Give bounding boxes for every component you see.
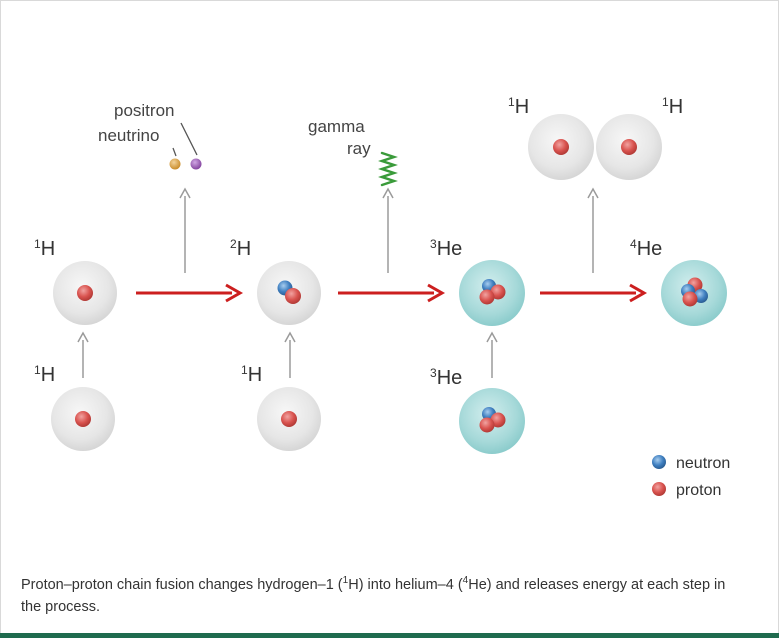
red-arrow-1 (136, 283, 244, 303)
he3-nucleus-top (459, 260, 525, 326)
h1-nucleus-bottom (51, 387, 115, 451)
he3-label-bottom: 3He (430, 366, 462, 389)
he3-label-top: 3He (430, 237, 462, 260)
neutrino-label: neutrino (98, 126, 159, 145)
gray-arrow-up-6 (587, 187, 599, 273)
h1-label-stage2: 1H (241, 363, 262, 386)
positron-particle (169, 158, 181, 170)
legend-proton-swatch (652, 482, 666, 496)
red-arrow-2 (338, 283, 446, 303)
he4-label: 4He (630, 237, 662, 260)
h1-label-top: 1H (34, 237, 55, 260)
gamma-ray-wave (378, 151, 398, 187)
gray-arrow-up-4 (382, 187, 394, 273)
gray-arrow-up-1 (77, 331, 89, 378)
neutrino-particle (190, 158, 202, 170)
released-h1-left (528, 114, 594, 180)
h1-nucleus-stage2 (257, 387, 321, 451)
legend-neutron-label: neutron (676, 455, 730, 472)
he3-nucleus-bottom (459, 388, 525, 454)
figure-caption: Proton–proton chain fusion changes hydro… (21, 575, 726, 615)
ray-label: ray (347, 139, 371, 158)
footer-bar (0, 633, 779, 638)
positron-pointer (180, 122, 198, 156)
red-arrow-3 (540, 283, 648, 303)
gray-arrow-up-2 (179, 187, 191, 273)
he4-nucleus (661, 260, 727, 326)
legend: neutron proton (652, 455, 730, 499)
gray-arrow-up-3 (284, 331, 296, 378)
proton-proton-chain-diagram: 1H 1H positron neutrino 2H 1H (34, 95, 730, 499)
legend-proton-label: proton (676, 482, 721, 499)
h2-label: 2H (230, 237, 251, 260)
h1-label-bottom: 1H (34, 363, 55, 386)
positron-label: positron (114, 101, 174, 120)
gray-arrow-up-5 (486, 331, 498, 378)
h1-nucleus-top (53, 261, 117, 325)
neutrino-pointer (172, 147, 177, 157)
legend-neutron-swatch (652, 455, 666, 469)
released-h1-label-left: 1H (508, 95, 529, 118)
released-h1-right (596, 114, 662, 180)
gamma-label: gamma (308, 117, 365, 136)
released-h1-label-right: 1H (662, 95, 683, 118)
h2-nucleus (257, 261, 321, 325)
